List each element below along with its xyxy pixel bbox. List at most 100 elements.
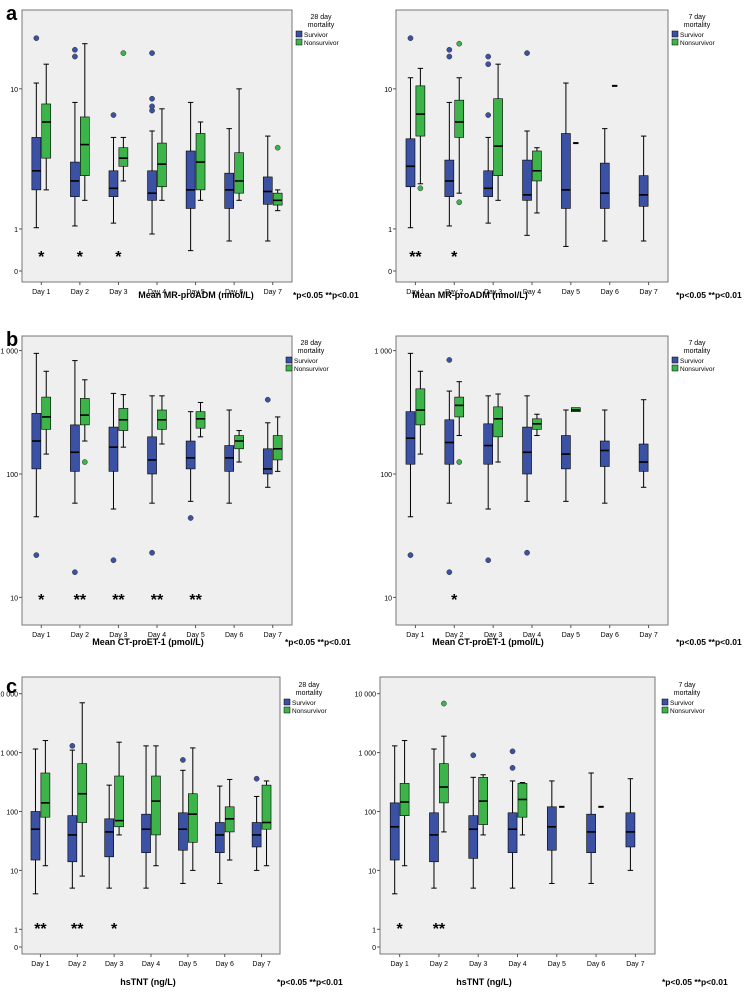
- survivor-box-day-5: [178, 757, 188, 884]
- survivor-box-day-4: [522, 395, 532, 556]
- outlier-point: [72, 46, 78, 53]
- nonsurvivor-box-day-7: [272, 416, 283, 472]
- x-tick-label: Day 6: [587, 961, 605, 968]
- box-iqr: [41, 396, 52, 430]
- panel-label-b: b: [6, 329, 19, 351]
- significance-note: *p<0.05 **p<0.01: [662, 977, 728, 987]
- x-tick-label: Day 1: [32, 632, 50, 639]
- outlier-point: [446, 569, 453, 576]
- x-tick-label: Day 4: [523, 289, 541, 296]
- survivor-box-day-6: [599, 128, 610, 242]
- y-tick-label: 10: [368, 868, 376, 875]
- outlier-point: [253, 775, 260, 782]
- survivor-box-day-3: [104, 784, 114, 889]
- box-iqr: [599, 440, 610, 467]
- survivor-box-day-7: [251, 775, 262, 871]
- survivor-box-day-7: [638, 399, 649, 488]
- significance-star: **: [34, 921, 47, 938]
- legend-label-survivor: Survivor: [680, 32, 705, 39]
- outlier-point: [72, 53, 78, 60]
- chart-panel-5: 1 10 100 1 000 10 000 0 Day 1 * Day 2 ** Day 3 Day …: [355, 676, 728, 987]
- legend-swatch-survivor: [295, 30, 303, 38]
- outlier-point: [264, 396, 271, 403]
- significance-star: **: [189, 592, 202, 609]
- nonsurvivor-box-day-2: [77, 702, 88, 877]
- x-tick-label: Day 4: [523, 632, 541, 639]
- box-iqr: [415, 85, 426, 137]
- outlier-point: [485, 557, 492, 564]
- x-tick-label: Day 6: [216, 961, 234, 968]
- x-tick-label: Day 6: [225, 632, 243, 639]
- significance-note: *p<0.05 **p<0.01: [277, 977, 343, 987]
- y-tick-label: 10: [384, 595, 392, 602]
- nonsurvivor-box-day-4: [157, 108, 167, 201]
- survivor-box-day-4: [147, 395, 157, 556]
- box-iqr: [70, 161, 80, 197]
- legend-title: mortality: [674, 690, 701, 697]
- x-tick-label: Day 5: [562, 632, 580, 639]
- survivor-box-day-7: [262, 135, 273, 242]
- legend-swatch-nonsurvivor: [671, 364, 679, 372]
- legend-label-nonsurvivor: Nonsurvivor: [304, 40, 340, 47]
- x-axis-title: hsTNT (ng/L): [456, 977, 512, 987]
- box-iqr: [147, 436, 157, 475]
- nonsurvivor-box-day-7: [272, 144, 283, 212]
- survivor-box-day-3: [108, 112, 119, 224]
- x-tick-label: Day 2: [71, 632, 89, 639]
- y-tick-label: 10: [10, 87, 18, 94]
- y-tick-label: 10: [384, 87, 392, 94]
- box-iqr: [522, 426, 532, 475]
- plot-area: [395, 9, 669, 283]
- outlier-point: [509, 765, 516, 771]
- x-axis-title: Mean MR-proADM (nmol/L): [138, 290, 253, 300]
- outlier-point: [524, 50, 530, 56]
- outlier-point: [446, 53, 453, 60]
- significance-star: **: [151, 592, 164, 609]
- survivor-box-day-1: [405, 35, 416, 229]
- legend-title: 7 day: [688, 14, 706, 21]
- legend-label-nonsurvivor: Nonsurvivor: [670, 708, 706, 715]
- y-tick-label: 1: [14, 927, 18, 934]
- nonsurvivor-box-day-2: [454, 381, 465, 465]
- survivor-box-day-7: [625, 778, 636, 871]
- outlier-point: [524, 549, 530, 556]
- x-tick-label: Day 5: [186, 289, 204, 296]
- chart-panel-3: 10 100 1 000 Day 1 Day 2 * Day 3 Day 4 Day 5 Day …: [374, 335, 742, 647]
- survivor-box-day-3: [483, 395, 493, 564]
- x-tick-label: Day 5: [562, 289, 580, 296]
- nonsurvivor-box-day-3: [478, 774, 488, 836]
- chart-panel-1: 1 10 0 Day 1 ** Day 2 * Day 3 Day 4 Day 5 Day 6 Day…: [384, 9, 742, 300]
- legend-swatch-nonsurvivor: [285, 364, 293, 372]
- x-tick-label: Day 7: [252, 961, 270, 968]
- x-tick-label: Day 6: [601, 632, 619, 639]
- box-iqr: [41, 103, 52, 159]
- nonsurvivor-box-day-4: [532, 147, 542, 214]
- outlier-point: [485, 61, 492, 68]
- nonsurvivor-box-day-3: [114, 741, 124, 836]
- significance-note: *p<0.05 **p<0.01: [293, 290, 359, 300]
- nonsurvivor-box-day-5: [195, 401, 206, 438]
- box-iqr: [272, 192, 283, 206]
- x-tick-label: Day 1: [406, 632, 424, 639]
- legend-label-nonsurvivor: Nonsurvivor: [680, 40, 716, 47]
- nonsurvivor-box-day-1: [399, 740, 410, 867]
- survivor-box-day-3: [108, 392, 119, 564]
- survivor-box-day-1: [389, 745, 400, 895]
- nonsurvivor-box-day-5: [571, 407, 581, 412]
- chart-panel-4: 1 10 100 1 000 10 000 0 Day 1 ** Day 2 ** Day 3 * Da…: [0, 676, 343, 987]
- significance-star: *: [38, 592, 45, 609]
- survivor-box-day-3: [468, 752, 479, 889]
- outlier-point: [33, 552, 40, 558]
- panel-label-a: a: [6, 3, 18, 25]
- survivor-box-day-5: [185, 101, 196, 252]
- box-iqr: [522, 159, 532, 201]
- outlier-point: [456, 199, 463, 206]
- outlier-point: [509, 748, 516, 755]
- survivor-box-day-7: [262, 396, 273, 488]
- box-iqr: [507, 812, 518, 853]
- survivor-box-day-4: [507, 748, 518, 889]
- survivor-box-day-5: [561, 409, 571, 502]
